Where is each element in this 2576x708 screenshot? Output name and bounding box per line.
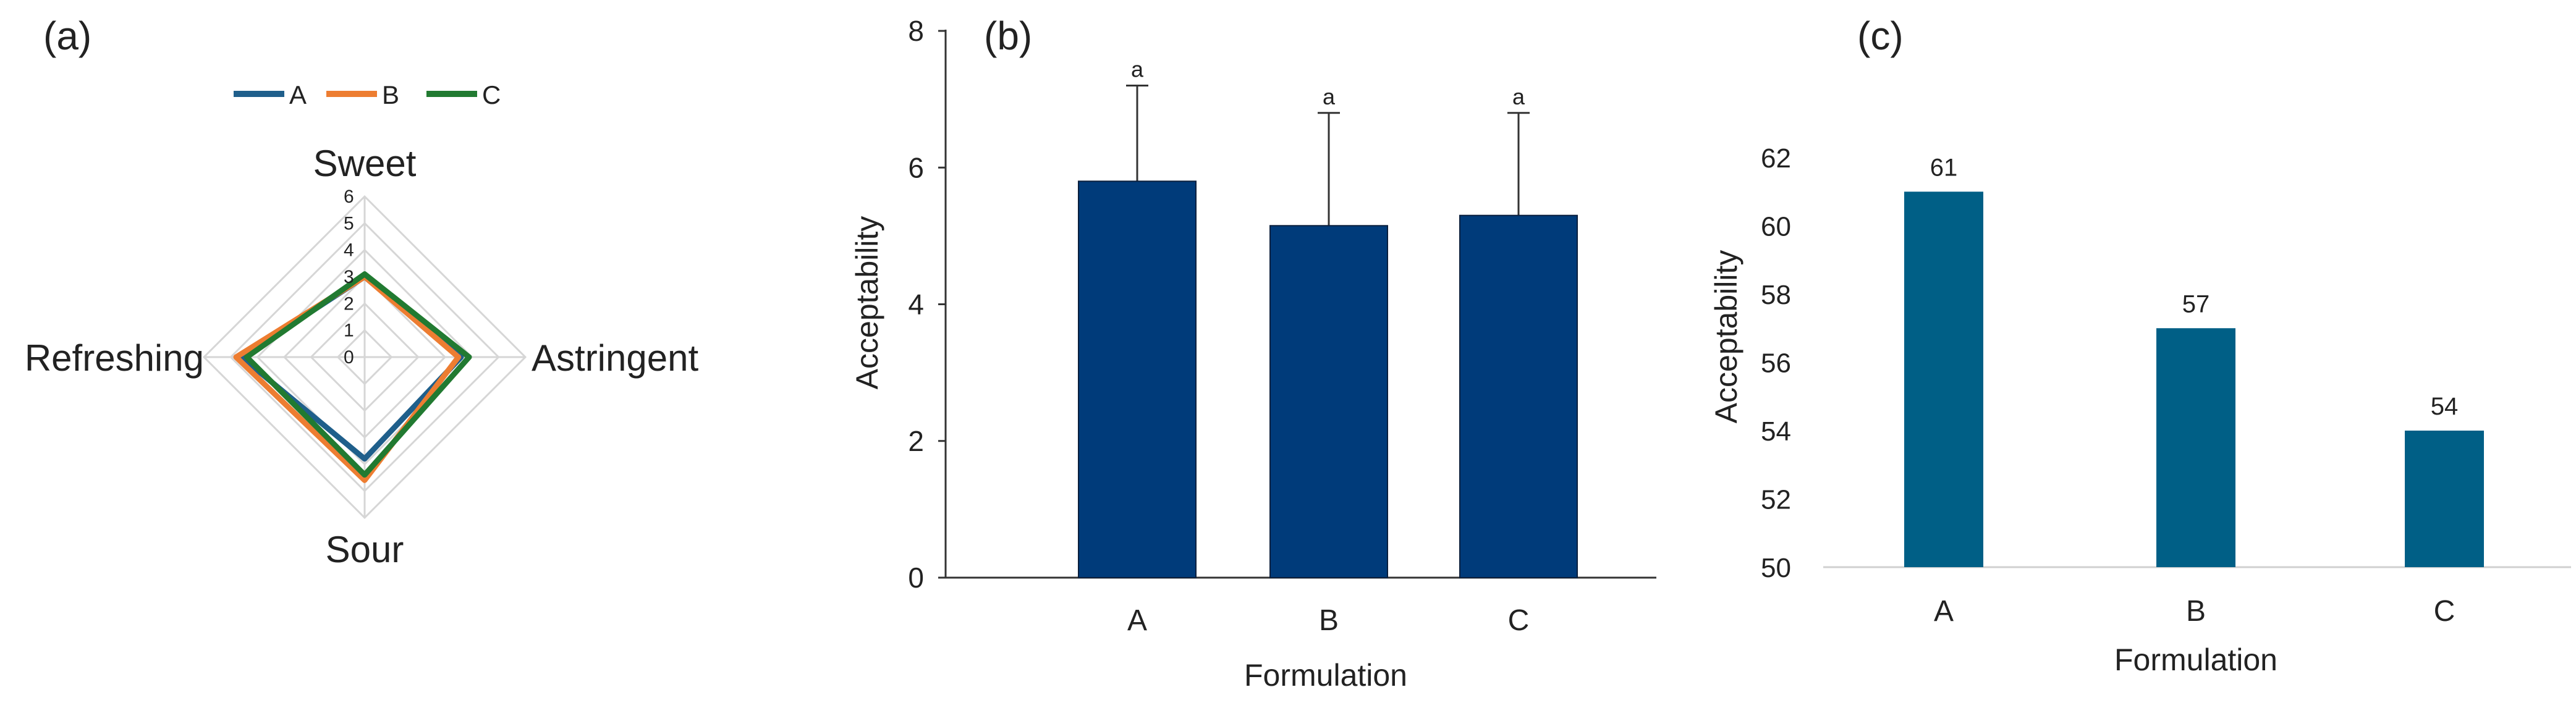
radar-series-B [233, 274, 462, 483]
y-tick-labels-b: 0 2 4 6 8 [908, 15, 946, 594]
y-tick-label-b: 6 [908, 151, 924, 183]
bar-A [1904, 192, 1983, 567]
radar-tick-label: 3 [344, 267, 354, 287]
bar-C [2405, 431, 2484, 567]
radar-series-C [244, 271, 472, 478]
y-tick-label-c: 62 [1761, 143, 1791, 174]
radar-grid [202, 195, 527, 520]
radar-tick-label: 0 [344, 347, 354, 368]
y-axis-title-c: Acceptability [1709, 250, 1743, 424]
significance-label-C: a [1512, 84, 1525, 109]
radar-axis-label-astringent: Astringent [532, 337, 698, 379]
data-label-A: 61 [1930, 154, 1958, 181]
y-tick-label-c: 50 [1761, 553, 1791, 583]
data-label-B: 57 [2182, 290, 2210, 318]
legend-label-B: B [382, 80, 399, 109]
y-tick-label-b: 2 [908, 425, 924, 457]
x-tick-label-b: B [1319, 604, 1339, 637]
x-tick-labels-b: A B C [1127, 604, 1529, 637]
x-tick-label-c: B [2186, 595, 2206, 628]
y-tick-labels-c: 50 52 54 56 58 60 62 [1761, 143, 1791, 583]
panel-label-b: (b) [984, 14, 1032, 58]
x-tick-label-c: C [2434, 595, 2455, 628]
radar-tick-label: 1 [344, 321, 354, 341]
x-tick-labels-c: A B C [1934, 595, 2455, 628]
legend-label-A: A [289, 80, 307, 109]
radar-tick-label: 5 [344, 213, 354, 234]
radar-tick-label: 4 [344, 240, 354, 261]
y-tick-label-b: 4 [908, 289, 924, 321]
radar-tick-label: 6 [344, 187, 354, 207]
y-axis-title-b: Acceptability [850, 216, 884, 390]
bar-panel-b: (b) 0 2 4 6 8 a a a A B C Formulation Acceptabil… [850, 14, 1656, 693]
bar-B [1269, 225, 1388, 578]
y-tick-label-c: 60 [1761, 212, 1791, 242]
legend-label-C: C [482, 80, 501, 109]
bar-panel-c: (c) 50 52 54 56 58 60 62 61 57 54 A B C Formulatio… [1709, 14, 2571, 677]
y-tick-label-b: 0 [908, 562, 924, 594]
y-tick-label-c: 52 [1761, 485, 1791, 515]
radar-panel: (a) A B C 0 1 2 3 4 5 6 Sweet Astringent Sour Re… [25, 14, 699, 570]
x-tick-label-b: A [1127, 604, 1147, 637]
bars-b: a a a [1078, 57, 1578, 578]
x-axis-title-c: Formulation [2114, 643, 2277, 677]
radar-axis-label-sweet: Sweet [313, 143, 417, 184]
y-tick-label-c: 58 [1761, 280, 1791, 310]
bars-c: 61 57 54 [1904, 154, 2484, 567]
panel-label-c: (c) [1857, 14, 1904, 58]
bar-A [1078, 180, 1197, 578]
radar-legend: A B C [234, 80, 501, 109]
y-tick-label-b: 8 [908, 15, 924, 47]
x-tick-label-c: A [1934, 595, 1954, 628]
radar-axis-label-refreshing: Refreshing [25, 337, 204, 379]
panel-label-a: (a) [43, 14, 91, 58]
radar-axis-label-sour: Sour [326, 529, 404, 570]
x-axis-title-b: Formulation [1244, 658, 1407, 693]
radar-series [233, 271, 472, 483]
radar-tick-label: 2 [344, 293, 354, 314]
bar-B [2156, 328, 2235, 567]
y-tick-label-c: 56 [1761, 348, 1791, 379]
y-tick-label-c: 54 [1761, 416, 1791, 447]
significance-label-A: a [1131, 57, 1144, 82]
bar-C [1459, 214, 1578, 578]
x-tick-label-b: C [1508, 604, 1530, 637]
radar-tick-labels: 0 1 2 3 4 5 6 [344, 187, 354, 368]
data-label-C: 54 [2431, 393, 2459, 420]
significance-label-B: a [1323, 84, 1336, 109]
